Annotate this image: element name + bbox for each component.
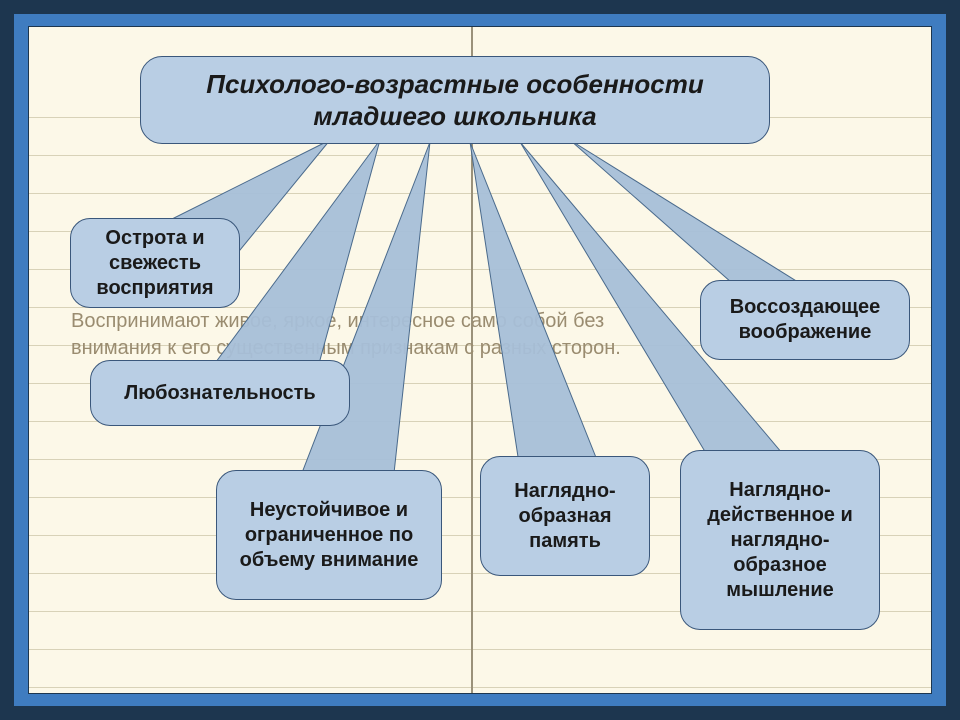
node-attention: Неустойчивое и ограниченное по объему вн…: [216, 470, 442, 600]
diagram-canvas: Воспринимают живое, яркое, интересное са…: [0, 0, 960, 720]
node-perception: Острота и свежесть восприятия: [70, 218, 240, 308]
title-bubble: Психолого-возрастные особенности младшег…: [140, 56, 770, 144]
node-memory: Наглядно-образная память: [480, 456, 650, 576]
node-curiosity: Любознательность: [90, 360, 350, 426]
title-line1: Психолого-возрастные особенности: [206, 68, 703, 101]
arrow-4: [470, 142, 605, 480]
node-imagination: Воссоздающее воображение: [700, 280, 910, 360]
node-thinking: Наглядно-действенное и наглядно-образное…: [680, 450, 880, 630]
title-line2: младшего школьника: [206, 100, 703, 133]
